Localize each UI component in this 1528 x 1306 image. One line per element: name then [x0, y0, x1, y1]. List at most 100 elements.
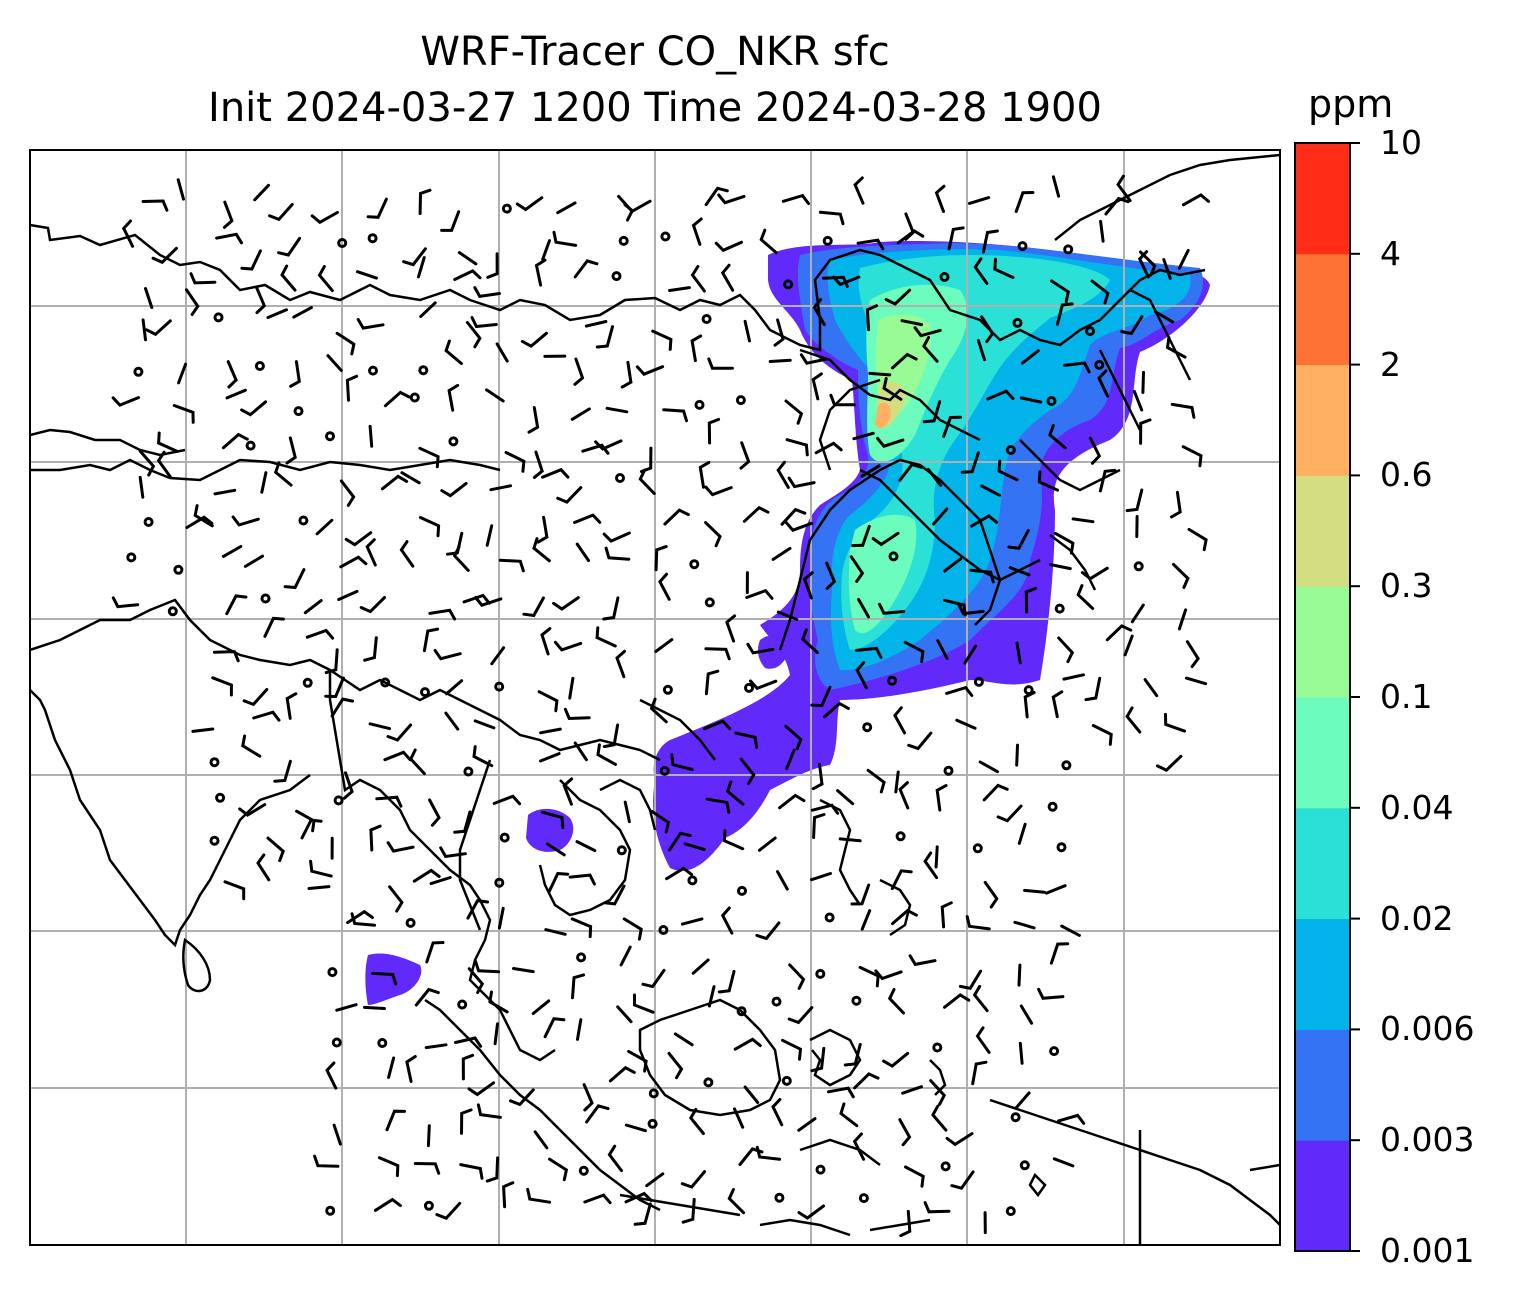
wind-barb — [704, 669, 720, 696]
wind-barb — [1123, 634, 1134, 657]
wind-barb — [584, 320, 608, 328]
wind-barb — [144, 287, 154, 309]
wind-barb — [615, 649, 626, 679]
wind-barb — [690, 334, 703, 363]
wind-barb — [1055, 302, 1074, 326]
wind-barb — [802, 571, 814, 600]
wind-barb — [980, 484, 1001, 497]
wind-barb — [727, 1188, 746, 1215]
colorbar-segment — [1295, 475, 1350, 587]
wind-barb — [743, 319, 751, 343]
wind-barb — [121, 219, 135, 248]
wind-barb — [1184, 676, 1208, 686]
wind-barb — [898, 462, 923, 482]
colorbar-tick-label: 4 — [1380, 233, 1401, 273]
colorbar-segment — [1295, 253, 1350, 366]
wind-barb — [768, 358, 792, 363]
wind-barb — [1164, 712, 1186, 733]
wind-barb — [138, 475, 145, 499]
wind-barb — [1165, 336, 1187, 359]
wind-barb — [1099, 219, 1105, 243]
calm-wind-marker — [824, 912, 835, 923]
calm-wind-marker — [302, 677, 313, 688]
wind-barb — [1015, 641, 1022, 665]
wind-barb — [594, 439, 623, 451]
wind-barb — [575, 542, 590, 562]
wind-barb — [650, 809, 671, 834]
calm-wind-marker — [704, 597, 715, 608]
wind-barb — [947, 226, 965, 251]
wind-barb — [520, 331, 548, 349]
calm-wind-marker — [1085, 326, 1096, 337]
colorbar-tick-label: 10 — [1380, 123, 1422, 162]
wind-barb — [688, 1107, 705, 1135]
wind-barb — [223, 880, 246, 901]
wind-barb — [860, 909, 872, 931]
wind-barb — [1049, 942, 1070, 965]
calm-wind-marker — [694, 399, 705, 410]
wind-barb — [1170, 402, 1196, 419]
wind-barb — [641, 968, 666, 989]
wind-barb — [193, 504, 214, 528]
wind-barb — [573, 259, 599, 279]
wind-barb — [541, 810, 565, 829]
wind-barb — [896, 229, 925, 245]
wind-barb — [662, 408, 688, 423]
wind-barb — [785, 748, 796, 771]
calm-wind-marker — [448, 436, 459, 447]
wind-barb — [380, 474, 409, 491]
wind-barb — [1125, 706, 1142, 734]
wind-barb — [1050, 279, 1070, 304]
calm-wind-marker — [1019, 1160, 1030, 1171]
wind-barb — [375, 795, 403, 808]
wind-barb — [534, 258, 547, 287]
wind-barb — [315, 518, 334, 536]
calm-wind-marker — [1061, 760, 1072, 771]
wind-barb — [923, 1201, 951, 1214]
wind-barb — [222, 200, 234, 229]
wind-barb — [176, 178, 185, 201]
wind-barb — [680, 1170, 707, 1189]
calm-wind-marker — [209, 835, 220, 846]
wind-barb — [324, 676, 345, 699]
wind-barb — [635, 365, 665, 376]
calm-wind-marker — [940, 1161, 951, 1172]
calm-wind-marker — [939, 272, 950, 282]
colorbar-tick-label: 0.1 — [1380, 677, 1433, 716]
wind-barb — [1088, 436, 1102, 465]
wind-barb — [900, 319, 924, 327]
wind-barb — [1052, 1157, 1075, 1168]
calm-wind-marker — [744, 682, 754, 693]
calm-wind-marker — [1047, 801, 1058, 812]
wind-barb — [787, 476, 816, 489]
wind-barb — [1143, 678, 1159, 698]
wind-barb — [260, 471, 268, 494]
wind-barb — [898, 781, 910, 810]
wind-barb — [359, 596, 386, 614]
wind-barb — [225, 594, 248, 616]
wind-barb — [968, 196, 991, 205]
colorbar-tick-label: 0.003 — [1380, 1120, 1475, 1160]
wind-barb — [568, 873, 596, 886]
calm-wind-marker — [254, 361, 265, 371]
wind-barb — [856, 238, 885, 251]
wind-barb — [1139, 418, 1152, 445]
calm-wind-marker — [1046, 396, 1057, 406]
wind-barb — [785, 438, 809, 457]
wind-barb — [326, 354, 343, 372]
wind-barb — [374, 1197, 402, 1212]
calm-wind-marker — [1054, 603, 1065, 614]
wind-barb — [603, 884, 626, 906]
wind-barb — [781, 193, 810, 205]
wind-barb — [1172, 562, 1190, 589]
wind-barb — [383, 750, 412, 762]
wind-barb — [607, 1144, 623, 1173]
wind-barb — [850, 883, 871, 906]
wind-barb — [1132, 389, 1144, 412]
wind-barb — [784, 724, 803, 751]
wind-barb — [325, 1061, 338, 1090]
wind-barb — [950, 1170, 975, 1190]
wind-barb — [191, 727, 215, 733]
calm-wind-marker — [209, 757, 220, 768]
wind-barb — [231, 515, 260, 527]
